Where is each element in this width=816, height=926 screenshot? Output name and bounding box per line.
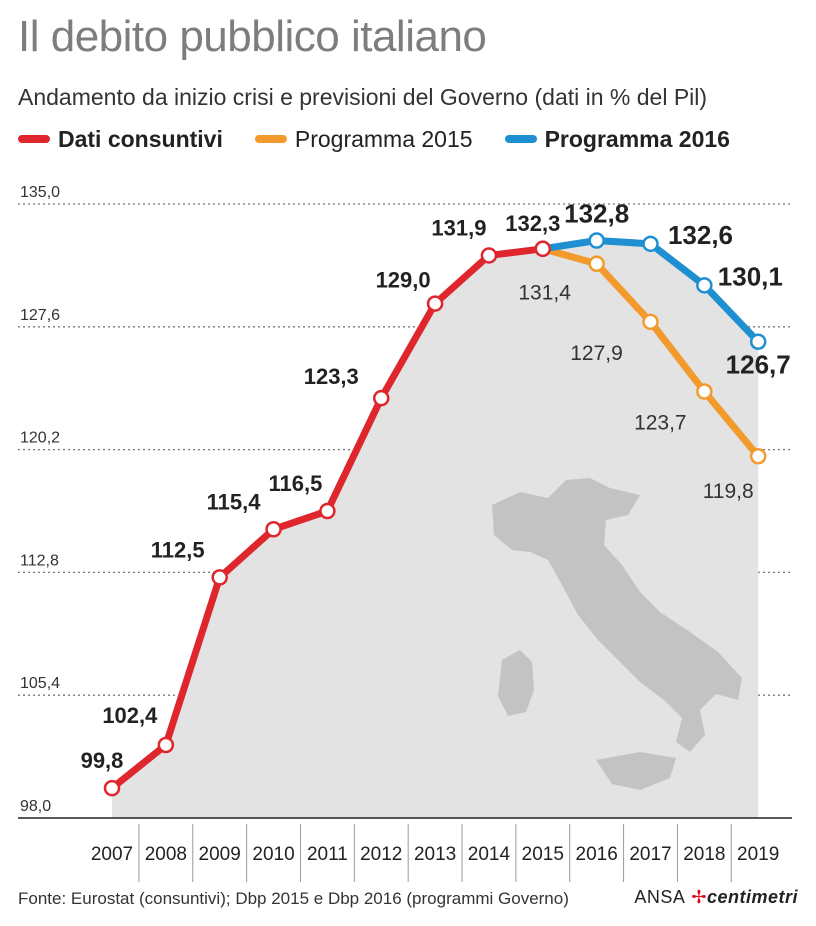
x-tick-label: 2013: [414, 844, 456, 865]
chart-subtitle: Andamento da inizio crisi e previsioni d…: [18, 84, 708, 110]
x-tick-label: 2017: [629, 844, 671, 865]
legend-swatch-programma-2016: [504, 135, 537, 143]
data-label: 102,4: [102, 703, 158, 728]
data-point: [588, 232, 605, 249]
y-tick-label: 98,0: [20, 798, 51, 815]
x-tick-label: 2012: [360, 844, 402, 865]
brand-ansa: ANSA: [634, 887, 686, 907]
data-label: 130,1: [718, 261, 783, 291]
data-point: [749, 333, 767, 350]
legend-item-programma-2015: Programma 2015: [254, 125, 473, 153]
sicily-shape: [596, 752, 676, 790]
legend-item-dati-consuntivi: Dati consuntivi: [18, 126, 223, 153]
italy-map-silhouette: [492, 478, 742, 790]
x-tick-label: 2018: [683, 844, 725, 865]
data-label: 112,5: [151, 537, 205, 562]
legend-swatch-programma-2015: [254, 135, 287, 143]
x-tick-label: 2007: [91, 844, 133, 865]
x-tick-label: 2014: [468, 844, 511, 865]
data-point: [157, 736, 175, 754]
data-label: 132,3: [505, 211, 560, 236]
data-point: [103, 779, 121, 797]
data-label: 123,3: [304, 364, 359, 389]
x-tick-label: 2009: [199, 844, 241, 865]
y-tick-label: 135,0: [20, 184, 60, 201]
source-note: Fonte: Eurostat (consuntivi); Dbp 2015 e…: [18, 889, 569, 908]
data-label: 126,7: [726, 350, 791, 380]
data-label: 116,5: [268, 471, 322, 496]
data-point: [696, 277, 713, 294]
x-tick-label: 2010: [252, 844, 294, 865]
brand-centimetri: centimetri: [706, 887, 798, 907]
data-point: [211, 569, 228, 586]
x-tick-label: 2011: [307, 844, 348, 865]
y-tick-label: 127,6: [20, 307, 60, 324]
area-fill: [112, 240, 759, 818]
data-label: 99,8: [81, 748, 124, 773]
data-label: 132,6: [668, 220, 733, 250]
legend-swatch-dati-consuntivi: [18, 135, 50, 143]
data-point: [588, 255, 605, 272]
data-point: [426, 295, 444, 312]
data-point: [534, 240, 552, 258]
data-point: [480, 247, 498, 264]
data-point: [642, 313, 659, 331]
data-label: 131,4: [518, 282, 571, 305]
data-point: [319, 502, 336, 520]
data-label: 119,8: [703, 480, 754, 503]
legend-label: Programma 2015: [294, 125, 473, 152]
data-label: 127,9: [570, 342, 623, 365]
data-label: 123,7: [634, 412, 687, 435]
y-tick-label: 105,4: [20, 675, 60, 692]
brand-logo: ANSA ✢centimetri: [634, 887, 798, 908]
legend-item-programma-2016: Programma 2016: [504, 125, 730, 153]
y-tick-label: 120,2: [20, 430, 60, 447]
x-tick-label: 2019: [737, 844, 779, 865]
area-under-curve: [112, 240, 759, 818]
legend-label: Dati consuntivi: [58, 125, 223, 152]
legend: Dati consuntivi Programma 2015 Programma…: [18, 124, 762, 154]
data-point: [373, 389, 390, 407]
chart-title: Il debito pubblico italiano: [18, 12, 487, 61]
x-tick-label: 2015: [522, 844, 564, 865]
data-label: 132,8: [564, 199, 629, 229]
data-point: [696, 383, 713, 400]
data-label: 115,4: [207, 489, 262, 514]
italy-mainland-shape: [492, 478, 742, 752]
data-point: [642, 235, 659, 253]
data-point: [749, 447, 767, 465]
legend-label: Programma 2016: [544, 125, 730, 152]
y-tick-label: 112,8: [20, 552, 59, 569]
data-label: 129,0: [376, 268, 431, 293]
x-tick-label: 2016: [576, 844, 618, 865]
brand-mark-icon: ✢: [691, 887, 707, 907]
data-label: 131,9: [431, 215, 486, 240]
x-tick-label: 2008: [145, 844, 187, 865]
x-axis: 2007 2008 2009 2010 2011 2012 2013 2014 2015 2016…: [18, 817, 792, 882]
series-markers: [103, 232, 767, 797]
sardinia-shape: [498, 650, 534, 716]
data-point: [265, 521, 282, 538]
